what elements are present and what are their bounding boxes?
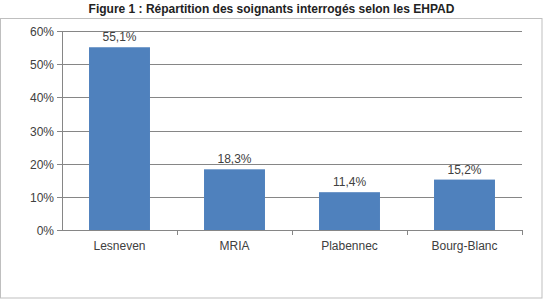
bar bbox=[434, 180, 495, 230]
x-tick-mark bbox=[292, 230, 293, 235]
y-tick-label: 60% bbox=[30, 25, 54, 39]
y-tick-label: 10% bbox=[30, 191, 54, 205]
x-tick-mark bbox=[407, 230, 408, 235]
tick-mark bbox=[57, 164, 62, 165]
x-tick-mark bbox=[522, 230, 523, 235]
tick-mark bbox=[57, 31, 62, 32]
y-tick-label: 30% bbox=[30, 125, 54, 139]
y-tick-label: 40% bbox=[30, 91, 54, 105]
bar bbox=[89, 47, 150, 230]
bar bbox=[204, 169, 265, 230]
x-tick-label: Lesneven bbox=[93, 239, 145, 253]
y-axis bbox=[62, 31, 63, 230]
tick-mark bbox=[57, 64, 62, 65]
y-tick-label: 0% bbox=[37, 224, 55, 238]
tick-mark bbox=[57, 97, 62, 98]
data-label: 55,1% bbox=[102, 30, 136, 44]
tick-mark bbox=[57, 197, 62, 198]
tick-mark bbox=[57, 230, 62, 231]
data-label: 18,3% bbox=[217, 152, 251, 166]
y-tick-label: 20% bbox=[30, 158, 54, 172]
bar bbox=[319, 192, 380, 230]
chart: Figure 1 : Répartition des soignants int… bbox=[0, 0, 543, 299]
x-tick-label: MRIA bbox=[220, 239, 250, 253]
y-tick-label: 50% bbox=[30, 58, 54, 72]
x-tick-label: Bourg-Blanc bbox=[431, 239, 497, 253]
chart-frame bbox=[1, 19, 543, 299]
title: Figure 1 : Répartition des soignants int… bbox=[89, 2, 455, 16]
tick-mark bbox=[57, 131, 62, 132]
x-tick-mark bbox=[177, 230, 178, 235]
x-tick-label: Plabennec bbox=[321, 239, 378, 253]
data-label: 15,2% bbox=[447, 163, 481, 177]
bars bbox=[89, 47, 495, 230]
data-label: 11,4% bbox=[333, 175, 366, 189]
